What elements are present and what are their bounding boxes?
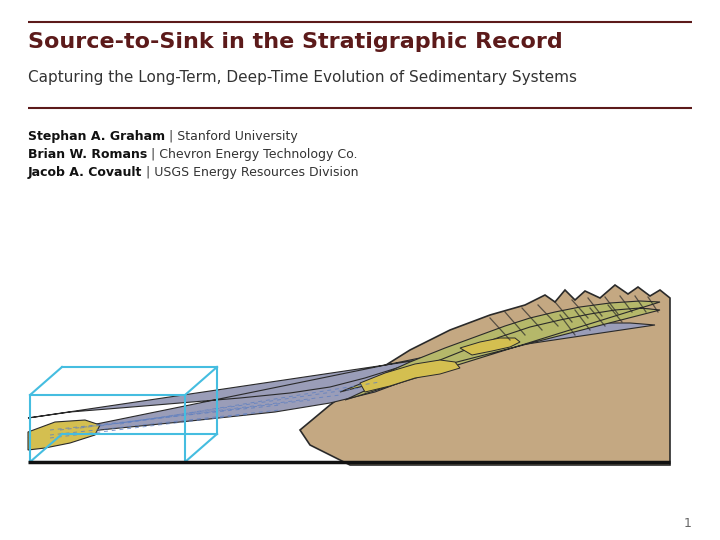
Polygon shape	[340, 301, 660, 400]
Text: | USGS Energy Resources Division: | USGS Energy Resources Division	[143, 166, 359, 179]
Polygon shape	[28, 420, 100, 450]
Polygon shape	[28, 308, 655, 438]
Text: | Chevron Energy Technology Co.: | Chevron Energy Technology Co.	[148, 148, 358, 161]
Text: Jacob A. Covault: Jacob A. Covault	[28, 166, 143, 179]
Text: Brian W. Romans: Brian W. Romans	[28, 148, 148, 161]
Polygon shape	[460, 338, 520, 355]
Text: | Stanford University: | Stanford University	[165, 130, 298, 143]
Text: Capturing the Long-Term, Deep-Time Evolution of Sedimentary Systems: Capturing the Long-Term, Deep-Time Evolu…	[28, 70, 577, 85]
Polygon shape	[360, 360, 460, 392]
Text: 1: 1	[684, 517, 692, 530]
Text: Stephan A. Graham: Stephan A. Graham	[28, 130, 165, 143]
Text: Source-to-Sink in the Stratigraphic Record: Source-to-Sink in the Stratigraphic Reco…	[28, 32, 563, 52]
Polygon shape	[300, 285, 670, 465]
